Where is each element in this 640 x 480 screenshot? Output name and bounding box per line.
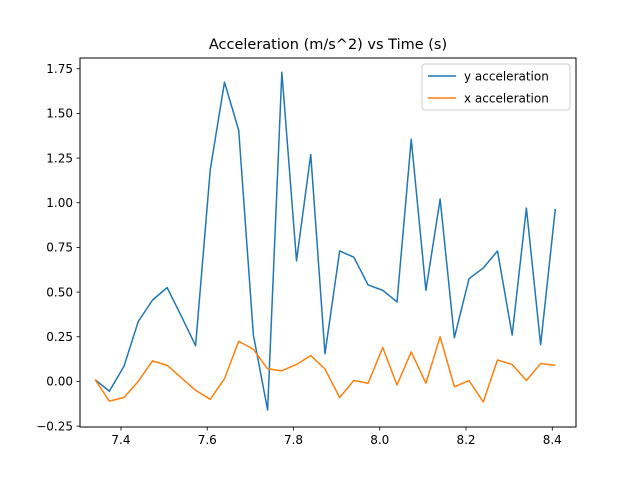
y-tick-label: 0.75 [46,241,73,255]
x-tick-label: 7.4 [111,433,130,447]
legend-label-0: y acceleration [464,69,549,83]
legend-box [421,63,571,111]
chart-title: Acceleration (m/s^2) vs Time (s) [209,37,447,53]
y-tick-label: 0.25 [46,330,73,344]
x-tick-label: 8.0 [370,433,389,447]
y-tick-label: 0.00 [46,375,73,389]
x-tick-label: 8.2 [456,433,475,447]
x-tick-label: 7.6 [198,433,217,447]
legend-label-1: x acceleration [464,91,549,105]
legend: y acceleration x acceleration [421,63,571,111]
series-line-1 [94,336,556,403]
series-line-0 [94,71,557,411]
y-tick-label: −0.25 [36,419,73,433]
axes-frame [79,57,577,428]
axis-ticks: 7.4 7.6 7.8 8.0 8.2 8.4 −0.25 0.00 0.25 0.50 0.75 1… [36,62,562,447]
plot-area [94,71,557,411]
y-tick-label: 1.00 [46,196,73,210]
y-tick-label: 1.25 [46,151,73,165]
y-tick-label: 1.50 [46,107,73,121]
y-tick-label: 0.50 [46,285,73,299]
y-tick-label: 1.75 [46,62,73,76]
x-tick-label: 8.4 [543,433,562,447]
x-tick-label: 7.8 [284,433,303,447]
